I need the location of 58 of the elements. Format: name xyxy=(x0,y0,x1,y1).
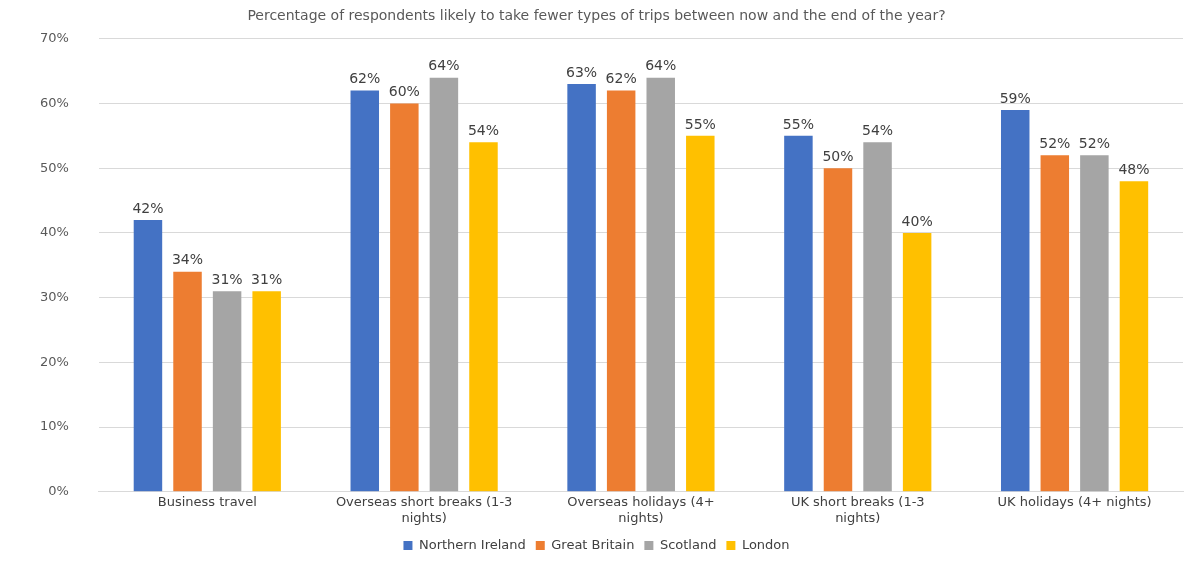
data-label: 31% xyxy=(251,270,283,287)
data-label: 55% xyxy=(782,115,814,132)
y-tick-label: 20% xyxy=(39,353,69,369)
bar xyxy=(390,103,419,492)
data-label: 63% xyxy=(566,63,598,80)
legend-label: Northern Ireland xyxy=(418,536,526,552)
data-label: 60% xyxy=(388,83,420,100)
bar xyxy=(173,271,202,492)
bar xyxy=(212,291,242,492)
data-label: 34% xyxy=(171,251,204,268)
x-tick-label: Overseas short breaks (1-3 nights) xyxy=(335,493,513,525)
bar xyxy=(1040,155,1070,492)
y-tick-label: 50% xyxy=(39,159,69,175)
x-tick-label: Business travel xyxy=(157,493,257,509)
data-label: 64% xyxy=(645,57,677,74)
bar xyxy=(1080,155,1109,492)
data-label: 31% xyxy=(211,270,243,287)
bar xyxy=(252,291,281,492)
y-tick-label: 10% xyxy=(39,418,69,434)
x-tick-label: UK short breaks (1-3 nights) xyxy=(790,493,925,525)
bar xyxy=(606,90,636,492)
data-label: 52% xyxy=(1078,134,1110,151)
y-tick-label: 60% xyxy=(39,94,69,110)
bar xyxy=(823,168,853,492)
y-tick-label: 30% xyxy=(39,289,69,305)
data-label: 50% xyxy=(822,147,854,164)
legend-label: Scotland xyxy=(659,536,717,552)
data-label: 62% xyxy=(349,70,381,87)
bar xyxy=(646,77,675,492)
bar xyxy=(469,142,498,492)
bar xyxy=(567,84,596,492)
y-tick-label: 70% xyxy=(39,30,69,46)
data-label: 54% xyxy=(861,121,894,138)
legend-label: London xyxy=(741,536,790,552)
legend-label: Great Britain xyxy=(551,536,635,552)
chart-title: Percentage of respondents likely to take fewer types of trips between now and the end of the year? xyxy=(247,7,946,24)
y-tick-label: 40% xyxy=(39,224,69,240)
y-tick-label: 0% xyxy=(48,483,69,499)
data-label: 42% xyxy=(132,199,164,216)
bar xyxy=(1000,109,1030,492)
data-label: 55% xyxy=(684,115,716,132)
data-label: 54% xyxy=(467,121,500,138)
data-label: 59% xyxy=(999,89,1031,106)
data-label: 64% xyxy=(428,57,460,74)
x-tick-label: Overseas holidays (4+ nights) xyxy=(567,493,715,525)
bar xyxy=(429,77,459,492)
bar xyxy=(784,135,813,492)
bar xyxy=(902,232,932,492)
bar xyxy=(863,142,892,492)
data-label: 48% xyxy=(1118,160,1150,177)
data-label: 62% xyxy=(605,70,637,87)
data-label: 52% xyxy=(1039,134,1071,151)
x-tick-label: UK holidays (4+ nights) xyxy=(997,493,1152,509)
bar xyxy=(350,90,380,492)
data-label: 40% xyxy=(901,212,933,229)
bar xyxy=(1119,181,1149,492)
bar xyxy=(133,220,163,492)
bar xyxy=(686,135,715,492)
